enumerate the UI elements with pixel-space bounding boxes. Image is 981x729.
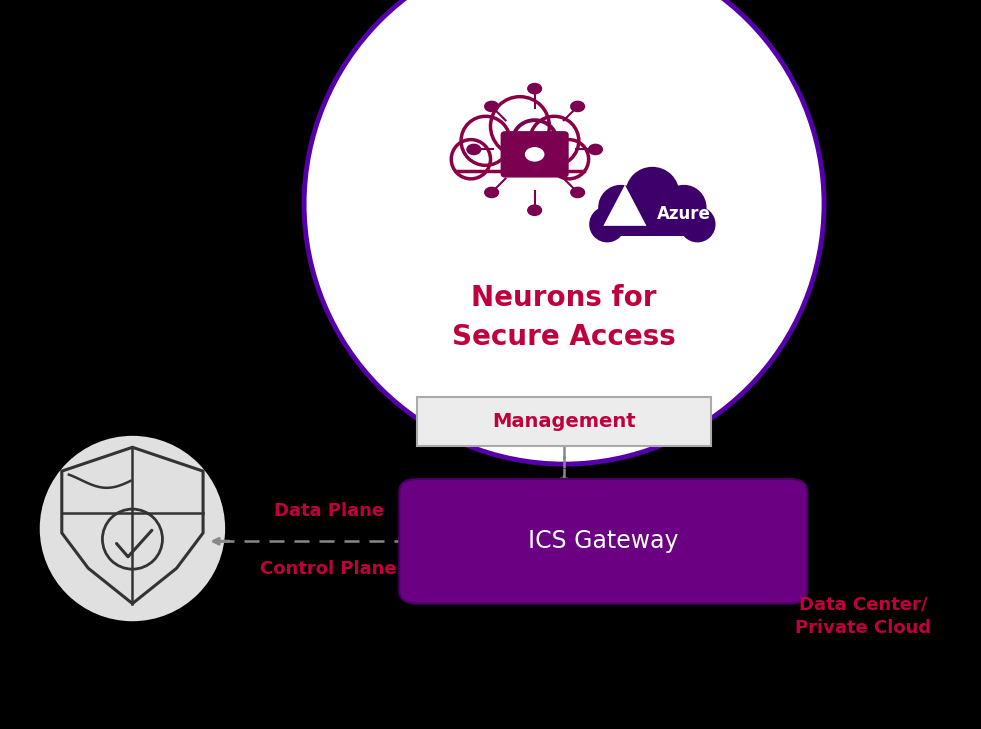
Ellipse shape bbox=[304, 0, 824, 464]
FancyBboxPatch shape bbox=[594, 215, 711, 235]
Circle shape bbox=[467, 144, 481, 155]
Circle shape bbox=[589, 144, 602, 155]
Text: ICS Gateway: ICS Gateway bbox=[528, 529, 679, 553]
Ellipse shape bbox=[661, 185, 706, 230]
Text: Neurons for
Secure Access: Neurons for Secure Access bbox=[452, 284, 676, 351]
FancyBboxPatch shape bbox=[456, 149, 584, 171]
Text: Azure: Azure bbox=[657, 205, 711, 223]
FancyBboxPatch shape bbox=[399, 479, 807, 604]
Circle shape bbox=[485, 101, 498, 112]
Ellipse shape bbox=[451, 139, 490, 179]
Ellipse shape bbox=[590, 206, 625, 242]
Text: Control Plane: Control Plane bbox=[260, 560, 397, 578]
Ellipse shape bbox=[530, 117, 579, 165]
Circle shape bbox=[571, 187, 585, 198]
Ellipse shape bbox=[549, 139, 589, 179]
Circle shape bbox=[528, 205, 542, 215]
Ellipse shape bbox=[40, 436, 226, 621]
Ellipse shape bbox=[625, 167, 680, 221]
Ellipse shape bbox=[490, 97, 549, 155]
Ellipse shape bbox=[461, 117, 510, 165]
Circle shape bbox=[571, 101, 585, 112]
Ellipse shape bbox=[680, 206, 715, 242]
Text: Management: Management bbox=[492, 412, 636, 431]
Circle shape bbox=[485, 187, 498, 198]
Polygon shape bbox=[603, 185, 646, 226]
Circle shape bbox=[528, 84, 542, 94]
Text: Data Center/
Private Cloud: Data Center/ Private Cloud bbox=[796, 595, 931, 637]
FancyBboxPatch shape bbox=[501, 132, 568, 177]
FancyBboxPatch shape bbox=[417, 397, 711, 446]
Text: Data Plane: Data Plane bbox=[274, 502, 384, 520]
Circle shape bbox=[525, 147, 544, 162]
Ellipse shape bbox=[598, 185, 644, 230]
